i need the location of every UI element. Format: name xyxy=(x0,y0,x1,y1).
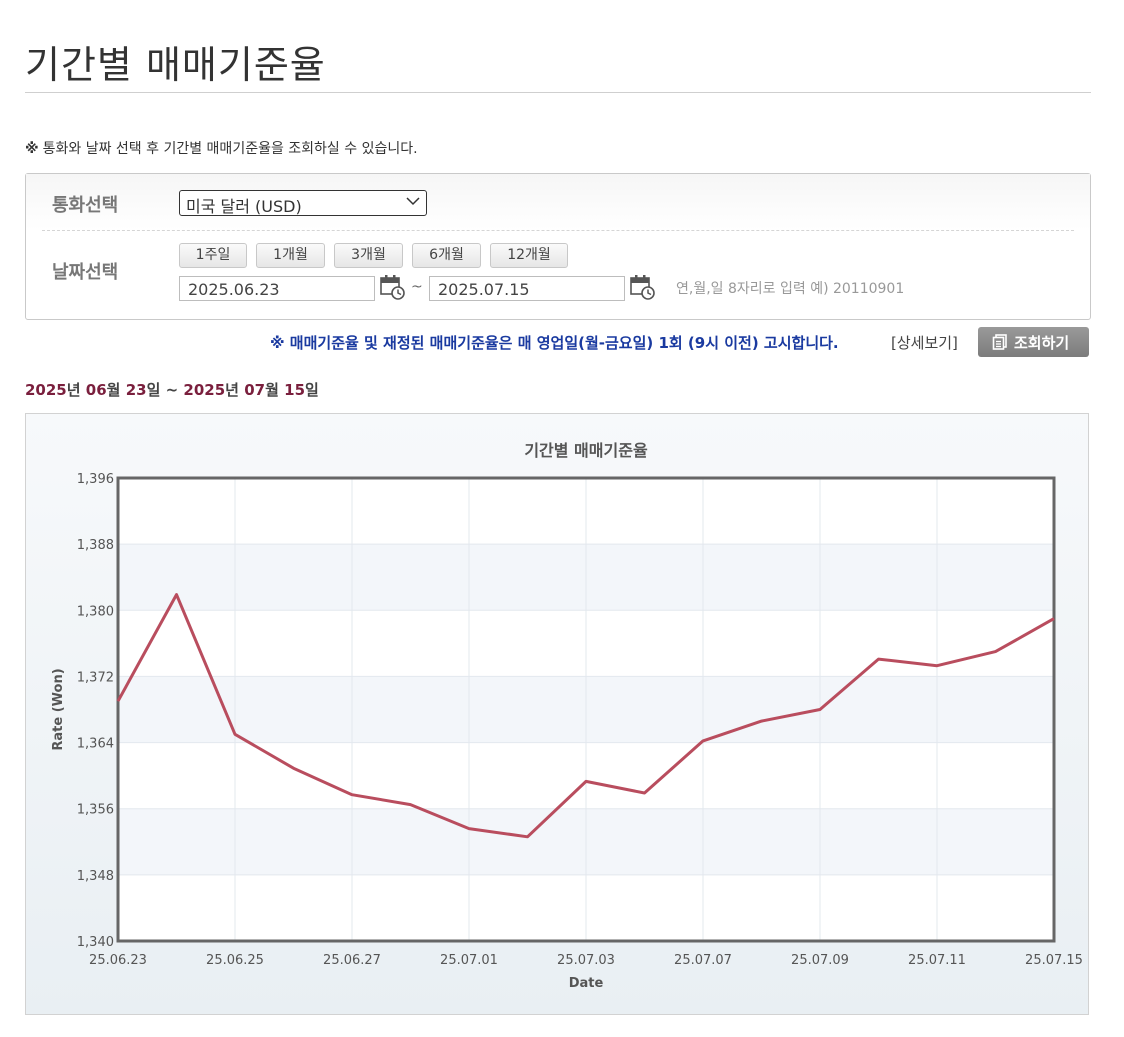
range-day-unit: 일 xyxy=(146,381,161,399)
plot-frame xyxy=(116,476,1056,943)
range-start-day: 23 xyxy=(125,381,147,399)
range-year-unit: 년 xyxy=(225,381,239,399)
chart-container: 기간별 매매기준율 1,340 1,348 1,356 1,364 1,372 1,380… xyxy=(25,413,1089,1015)
y-tick-label: 1,340 xyxy=(77,935,114,950)
range-end-month: 07 xyxy=(244,381,266,399)
period-button-1week[interactable]: 1주일 xyxy=(179,243,247,268)
range-month-unit: 월 xyxy=(265,381,279,399)
x-tick-label: 25.06.27 xyxy=(323,953,381,968)
range-start-month: 06 xyxy=(85,381,107,399)
currency-select-value: 미국 달러 (USD) xyxy=(186,197,302,216)
range-separator: ~ xyxy=(160,381,184,399)
calendar-icon[interactable] xyxy=(379,274,405,300)
x-axis: 25.06.23 25.06.25 25.06.27 25.07.01 25.07.03… xyxy=(89,953,1083,968)
title-divider xyxy=(25,92,1091,93)
y-tick-label: 1,364 xyxy=(77,737,114,752)
y-axis: 1,340 1,348 1,356 1,364 1,372 1,380 1,388 1,396 xyxy=(77,472,114,950)
calendar-icon[interactable] xyxy=(629,274,655,300)
notice: ※ 통화와 날짜 선택 후 기간별 매매기준율을 조회하실 수 있습니다. xyxy=(25,138,418,158)
series-line xyxy=(116,593,1055,839)
announcement: ※ 매매기준율 및 재정된 매매기준율은 매 영업일(월-금요일) 1회 (9시… xyxy=(270,334,839,352)
range-day-unit: 일 xyxy=(305,381,319,399)
rate-line-chart: 기간별 매매기준율 1,340 1,348 1,356 1,364 1,372 1,380… xyxy=(51,441,1083,991)
x-tick-label: 25.07.03 xyxy=(557,953,615,968)
chart-title: 기간별 매매기준율 xyxy=(524,441,648,460)
start-date-input[interactable]: 2025.06.23 xyxy=(179,276,375,301)
notice-mark: ※ xyxy=(25,141,39,157)
search-button[interactable]: 조회하기 xyxy=(978,327,1089,357)
date-format-hint: 연,월,일 8자리로 입력 예) 20110901 xyxy=(676,281,905,297)
x-axis-label: Date xyxy=(569,976,604,991)
page-title: 기간별 매매기준율 xyxy=(25,43,326,87)
x-tick-label: 25.07.07 xyxy=(674,953,732,968)
period-button-3month[interactable]: 3개월 xyxy=(334,243,403,268)
y-tick-label: 1,396 xyxy=(77,472,114,487)
range-year-unit: 년 xyxy=(66,381,81,399)
document-icon xyxy=(992,334,1007,350)
range-start-year: 2025 xyxy=(25,381,67,399)
period-button-12month[interactable]: 12개월 xyxy=(490,243,568,268)
y-tick-label: 1,356 xyxy=(77,803,114,818)
currency-label: 통화선택 xyxy=(52,195,119,216)
currency-select[interactable]: 미국 달러 (USD) xyxy=(179,190,427,216)
y-tick-label: 1,388 xyxy=(77,538,114,553)
period-button-6month[interactable]: 6개월 xyxy=(412,243,481,268)
x-tick-label: 25.07.01 xyxy=(440,953,498,968)
form-divider xyxy=(42,230,1074,231)
chevron-down-icon xyxy=(406,197,420,206)
x-tick-label: 25.07.11 xyxy=(908,953,966,968)
x-tick-label: 25.07.09 xyxy=(791,953,849,968)
search-button-label: 조회하기 xyxy=(1014,334,1070,352)
y-tick-label: 1,348 xyxy=(77,869,114,884)
x-tick-label: 25.06.23 xyxy=(89,953,147,968)
x-tick-label: 25.07.15 xyxy=(1025,953,1083,968)
date-label: 날짜선택 xyxy=(52,262,119,283)
y-tick-label: 1,372 xyxy=(77,670,114,685)
y-axis-label: Rate (Won) xyxy=(51,668,66,750)
range-end-day: 15 xyxy=(284,381,306,399)
y-tick-label: 1,380 xyxy=(77,604,114,619)
notice-text: 통화와 날짜 선택 후 기간별 매매기준율을 조회하실 수 있습니다. xyxy=(42,141,418,157)
range-month-unit: 월 xyxy=(106,381,121,399)
x-tick-label: 25.06.25 xyxy=(206,953,264,968)
detail-link[interactable]: [상세보기] xyxy=(891,334,958,352)
search-form: 통화선택 미국 달러 (USD) 날짜선택 1주일 1개월 3개월 6개월 12… xyxy=(25,173,1091,320)
range-end-year: 2025 xyxy=(183,381,226,399)
selected-date-range: 2025년 06월 23일 ~ 2025년 07월 15일 xyxy=(25,379,319,400)
end-date-input[interactable]: 2025.07.15 xyxy=(429,276,625,301)
date-range-tilde: ~ xyxy=(411,279,423,295)
period-button-1month[interactable]: 1개월 xyxy=(256,243,325,268)
